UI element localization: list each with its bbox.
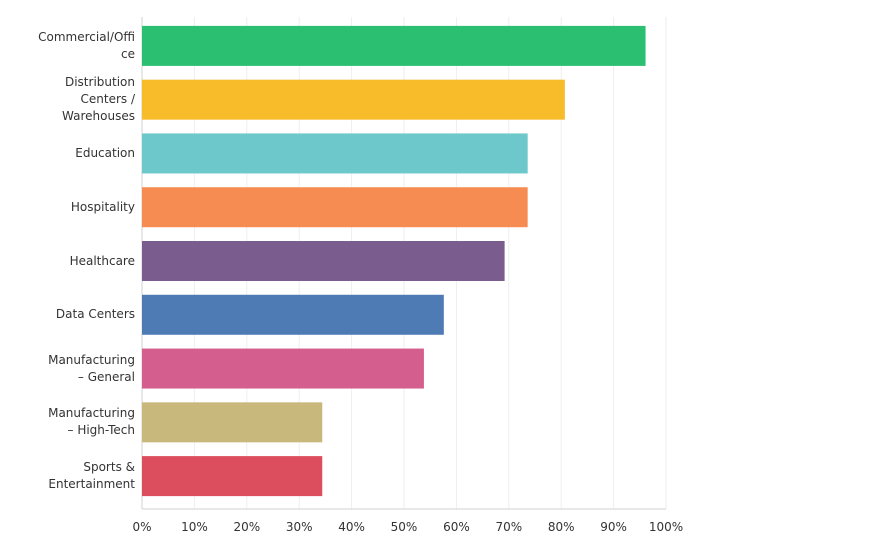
bar (142, 133, 528, 174)
x-tick-label: 40% (338, 520, 365, 534)
x-tick-label: 60% (443, 520, 470, 534)
category-label-line: Manufacturing (48, 352, 135, 367)
bar (142, 241, 505, 281)
bar (142, 25, 646, 66)
category-label-line: Centers / (80, 92, 136, 107)
bar (142, 294, 444, 335)
bar (142, 348, 424, 389)
category-label-line: Hospitality (70, 199, 135, 214)
bar (142, 456, 323, 497)
category-label: Distribution Centers / Warehouses (15, 74, 135, 125)
bar (142, 187, 528, 228)
x-tick-label: 10% (181, 520, 208, 534)
category-label-line: ce (121, 46, 135, 61)
bar (142, 402, 323, 443)
category-label-line: Distribution (64, 75, 135, 90)
category-label-line: – General (77, 369, 135, 384)
category-label-line: Manufacturing (48, 406, 135, 421)
x-tick-label: 30% (286, 520, 313, 534)
bar (142, 79, 565, 120)
category-label-line: Healthcare (69, 253, 135, 268)
category-label: Commercial/Offi ce (15, 29, 135, 63)
category-label-line: Entertainment (48, 477, 135, 492)
x-tick-label: 100% (649, 520, 683, 534)
x-tick-label: 50% (391, 520, 418, 534)
x-tick-label: 0% (132, 520, 151, 534)
category-label: Data Centers (15, 306, 135, 323)
category-label-line: Sports & (83, 460, 135, 475)
category-label: Education (15, 145, 135, 162)
category-label: Manufacturing – High-Tech (15, 405, 135, 439)
category-label: Sports & Entertainment (15, 459, 135, 493)
x-tick-label: 70% (495, 520, 522, 534)
category-label: Hospitality (15, 199, 135, 216)
x-tick-label: 20% (233, 520, 260, 534)
category-label: Manufacturing – General (15, 352, 135, 386)
category-label-line: Warehouses (62, 109, 135, 124)
category-label-line: Education (75, 145, 135, 160)
x-tick-label: 90% (600, 520, 627, 534)
x-tick-label: 80% (548, 520, 575, 534)
category-label: Healthcare (15, 253, 135, 270)
category-label-line: – High-Tech (67, 423, 136, 438)
category-label-line: Commercial/Offi (38, 29, 135, 44)
category-label-line: Data Centers (55, 307, 135, 322)
